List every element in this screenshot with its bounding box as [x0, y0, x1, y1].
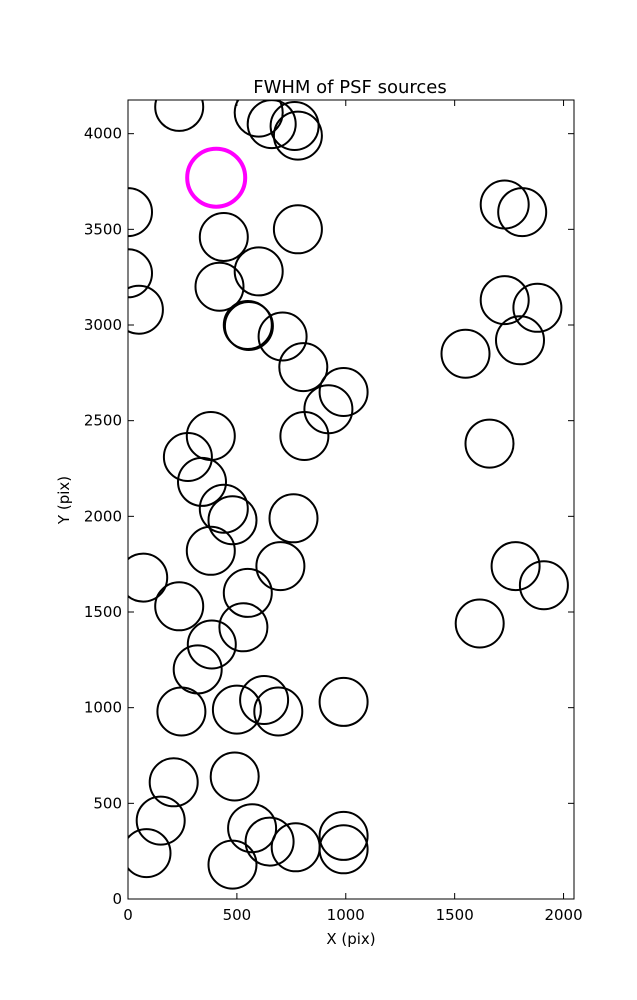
source-marker — [154, 581, 205, 632]
source-marker — [303, 384, 354, 435]
source-marker — [222, 567, 273, 618]
source-marker — [269, 101, 320, 151]
plot-area — [128, 100, 569, 890]
y-tick-label: 500 — [93, 794, 122, 812]
source-marker — [255, 541, 306, 592]
chart-title: FWHM of PSF sources — [253, 77, 447, 98]
y-tick-label: 1000 — [84, 699, 122, 717]
source-marker — [211, 684, 262, 735]
source-marker — [244, 816, 295, 867]
source-marker — [233, 246, 284, 297]
source-marker — [270, 822, 321, 873]
y-tick-label: 1500 — [84, 603, 122, 621]
source-marker — [185, 525, 236, 576]
source-marker — [246, 100, 297, 150]
y-tick-label: 2500 — [84, 412, 122, 430]
x-tick-label: 1500 — [436, 906, 474, 924]
source-marker — [278, 342, 329, 393]
source-marker — [135, 795, 186, 846]
y-tick-label: 4000 — [84, 125, 122, 143]
source-marker — [207, 839, 258, 890]
source-marker — [318, 810, 369, 861]
x-axis-label: X (pix) — [326, 930, 375, 948]
source-marker — [239, 675, 290, 725]
source-marker — [257, 311, 308, 362]
source-marker — [128, 828, 172, 879]
plot-frame — [127, 99, 575, 900]
source-marker — [233, 100, 284, 138]
source-marker — [497, 187, 548, 238]
source-marker — [177, 456, 227, 507]
source-marker — [272, 110, 323, 161]
y-axis-label: Y (pix) — [55, 476, 73, 525]
source-marker — [207, 495, 258, 546]
source-marker — [128, 187, 153, 238]
source-marker — [194, 261, 245, 312]
source-marker — [268, 493, 319, 544]
source-marker — [495, 315, 545, 366]
x-tick-label: 1000 — [327, 906, 365, 924]
source-marker — [440, 328, 491, 379]
x-tick-label: 0 — [123, 906, 133, 924]
source-marker — [128, 248, 153, 299]
source-marker — [318, 676, 369, 727]
source-marker — [186, 619, 237, 670]
y-axis: 0 500 1000 1500 2000 2500 3000 3500 4000 — [84, 125, 574, 908]
source-marker — [198, 483, 249, 534]
source-marker — [128, 284, 164, 335]
source-marker — [154, 100, 205, 132]
source-marker — [318, 824, 369, 875]
source-marker — [223, 301, 274, 351]
source-marker — [490, 541, 541, 592]
source-marker — [279, 411, 330, 461]
y-tick-label: 0 — [112, 890, 122, 908]
x-tick-label: 500 — [223, 906, 252, 924]
y-tick-label: 3000 — [84, 316, 122, 334]
source-marker — [272, 204, 323, 255]
source-marker — [318, 367, 369, 417]
y-tick-label: 3500 — [84, 220, 122, 238]
source-marker — [148, 757, 199, 808]
source-marker — [198, 212, 249, 262]
source-marker — [518, 560, 569, 611]
source-marker — [479, 275, 530, 326]
highlighted-source-marker — [185, 146, 248, 209]
x-tick-label: 2000 — [544, 906, 582, 924]
source-marker — [128, 552, 169, 603]
x-axis: 0 500 1000 1500 2000 — [123, 100, 583, 924]
source-marker — [464, 418, 515, 469]
source-marker — [156, 686, 207, 737]
source-marker — [172, 644, 223, 695]
source-marker — [162, 432, 213, 482]
source-marker — [209, 751, 260, 802]
source-marker — [227, 803, 278, 854]
y-tick-label: 2000 — [84, 507, 122, 525]
source-marker — [512, 282, 563, 333]
source-marker — [218, 602, 269, 653]
source-marker — [454, 598, 505, 649]
source-marker — [253, 686, 304, 737]
